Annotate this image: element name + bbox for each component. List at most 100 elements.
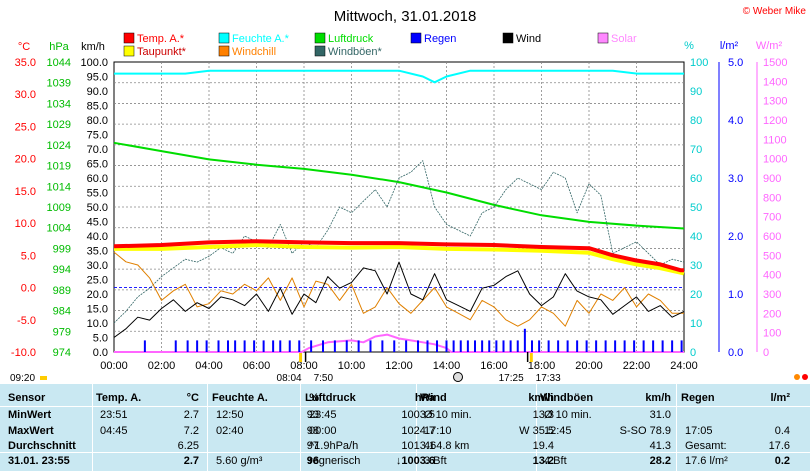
tick-solar: 1200 <box>763 115 787 127</box>
series-wind <box>113 261 685 338</box>
rain-bar <box>547 340 550 352</box>
table-cell-value: 1013.1 <box>401 440 435 452</box>
tick-wind: 5.0 <box>93 333 108 345</box>
rain-bar <box>298 340 301 352</box>
rain-bar <box>459 340 462 352</box>
table-cell-sub: 23:51 <box>100 409 128 421</box>
table-cell-value: W 35.5 <box>519 425 554 437</box>
chart-title: Mittwoch, 31.01.2018 <box>334 8 477 25</box>
table-cell-value: 31.0 <box>649 409 671 421</box>
tick-hum: 40 <box>690 231 702 243</box>
series-feuchte-a- <box>114 69 684 84</box>
right-marker-icon <box>802 374 808 380</box>
tick-press: 974 <box>53 347 71 359</box>
rain-bar <box>523 328 526 352</box>
plot-grid <box>113 61 685 353</box>
tick-solar: 900 <box>763 173 781 185</box>
tick-hum: 70 <box>690 144 702 156</box>
legend: Temp. A.* Feuchte A.* Luftdruck Regen Wind So… <box>123 32 637 58</box>
rain-bar <box>642 340 645 352</box>
tick-wind: 40.0 <box>87 231 108 243</box>
rain-bar <box>417 340 419 352</box>
legend-label: Wind <box>516 33 541 45</box>
legend-swatch <box>123 45 135 57</box>
table-cell-sub: 12:45 <box>544 425 572 437</box>
legend-label: Feuchte A.* <box>232 33 290 45</box>
table-row-divider <box>0 406 810 407</box>
tick-x: 14:00 <box>433 360 461 372</box>
table-cell-value: 41.3 <box>649 440 671 452</box>
tick-press: 1004 <box>47 223 71 235</box>
table-cell-sub: 00:00 <box>309 425 337 437</box>
table-cell-value: 13.3 <box>532 409 554 421</box>
tick-hum: 80 <box>690 115 702 127</box>
tick-hum: 0 <box>690 347 696 359</box>
tick-press: 1029 <box>47 119 71 131</box>
rain-bar <box>143 340 146 352</box>
tick-temp: 0.0 <box>21 283 36 295</box>
table-cell-sub: 04:45 <box>100 425 128 437</box>
rain-bar <box>357 340 360 352</box>
tick-wind: 35.0 <box>87 246 108 258</box>
tick-x: 18:00 <box>528 360 556 372</box>
rain-bar <box>279 340 282 352</box>
table-cell-sub: regnerisch <box>309 455 361 467</box>
tick-temp: -10.0 <box>11 347 36 359</box>
tick-x: 02:00 <box>148 360 176 372</box>
legend-label: Regen <box>424 33 456 45</box>
table-cell-sub: Ø 10 min. <box>544 409 592 421</box>
tick-wind: 70.0 <box>87 144 108 156</box>
rain-bar <box>436 340 438 352</box>
tick-press: 984 <box>53 306 71 318</box>
legend-label: Windchill <box>232 46 276 58</box>
table-cell-value: 96 <box>306 455 319 467</box>
table-row-divider <box>0 452 810 453</box>
table-cell-sub: 23:45 <box>309 409 337 421</box>
rain-bar <box>310 340 313 352</box>
sunset-flag-time: 17:33 <box>536 373 561 384</box>
table-cell-value: 1003.5 <box>401 409 435 421</box>
weather-chart: Mittwoch, 31.01.2018 © Weber Mike Temp. … <box>10 6 808 384</box>
legend-label: Taupunkt* <box>137 46 187 58</box>
rain-bar <box>452 340 455 352</box>
tick-solar: 500 <box>763 250 781 262</box>
table-row-label: MaxWert <box>8 425 54 437</box>
tick-hum: 90 <box>690 86 702 98</box>
tick-hum: 10 <box>690 318 702 330</box>
series-windchill <box>113 251 684 327</box>
table-cell-value: 97 <box>306 440 319 452</box>
table-cell-value: 0.2 <box>774 455 790 467</box>
rain-bar <box>234 340 237 352</box>
rain-bar <box>369 340 372 352</box>
tick-solar: 600 <box>763 231 781 243</box>
series-temp-a- <box>113 239 684 273</box>
axis-unit-hum: % <box>684 40 694 52</box>
tick-hum: 30 <box>690 260 702 272</box>
axis-unit-rain: l/m² <box>720 40 739 52</box>
rain-bar <box>585 340 588 352</box>
legend-label: Temp. A.* <box>137 33 185 45</box>
tick-x: 24:00 <box>670 360 698 372</box>
rain-bar <box>509 340 512 352</box>
tick-wind: 45.0 <box>87 217 108 229</box>
tick-temp: 35.0 <box>15 57 36 69</box>
tick-temp: 25.0 <box>15 121 36 133</box>
tick-wind: 0.0 <box>93 347 108 359</box>
tick-rain: 1.0 <box>728 289 743 301</box>
rain-bar <box>426 340 429 352</box>
tick-x: 22:00 <box>623 360 651 372</box>
legend-swatch <box>123 32 135 44</box>
tick-temp: 20.0 <box>15 154 36 166</box>
tick-solar: 1000 <box>763 154 787 166</box>
rain-bar <box>633 340 636 352</box>
rain-bar <box>474 340 476 352</box>
table-cell-value: 6.25 <box>177 440 199 452</box>
tick-press: 994 <box>53 264 71 276</box>
rain-bar <box>661 340 664 352</box>
tick-hum: 60 <box>690 173 702 185</box>
table-header-unit: hPa <box>414 392 435 404</box>
tick-x: 20:00 <box>575 360 603 372</box>
tick-solar: 800 <box>763 192 781 204</box>
series-solar <box>114 333 684 353</box>
rain-bar <box>262 340 265 352</box>
